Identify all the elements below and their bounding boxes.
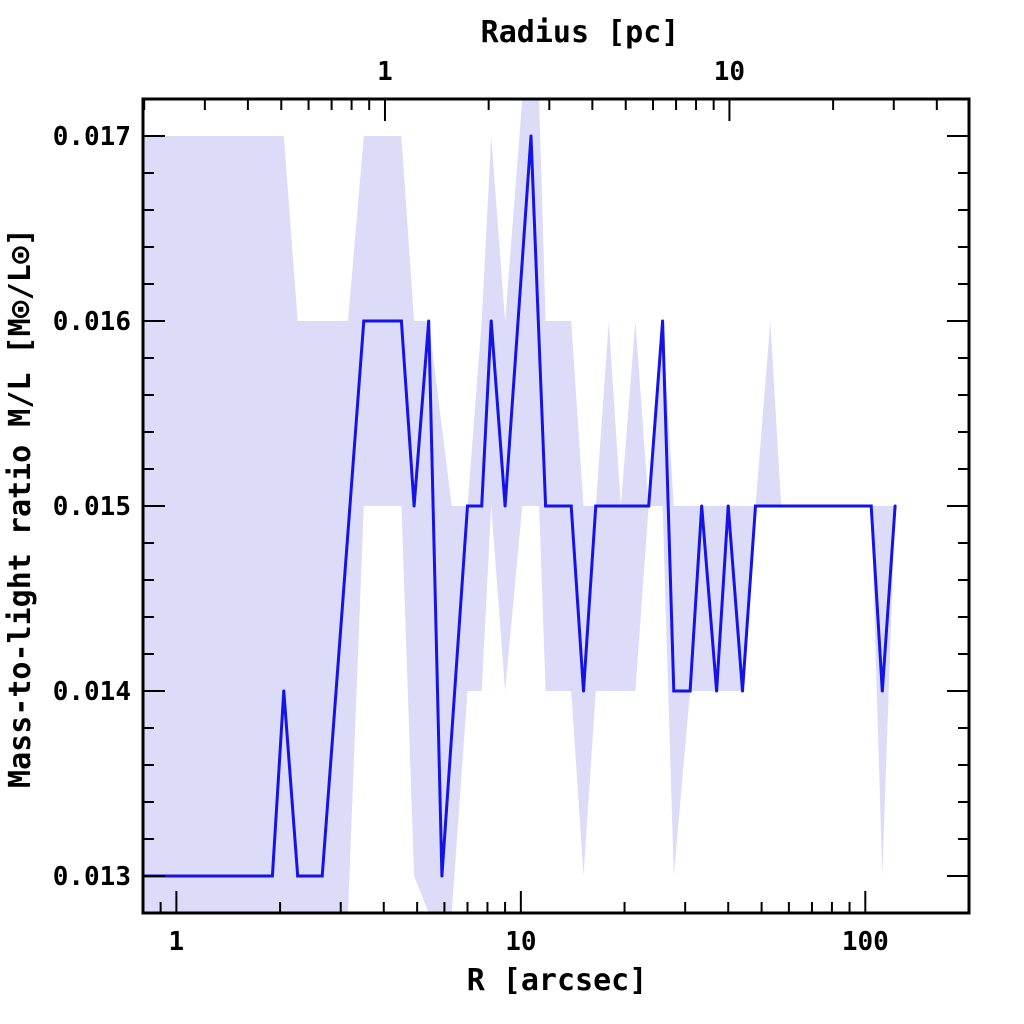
y-tick-label: 0.017 — [53, 122, 131, 152]
data-point — [688, 689, 692, 693]
data-point — [726, 504, 730, 508]
data-point — [594, 504, 598, 508]
data-point — [661, 319, 665, 323]
top-axis-label: Radius [pc] — [481, 15, 680, 50]
data-point — [715, 689, 719, 693]
x2-tick-label: 10 — [714, 57, 745, 87]
tick-label-layer: 1 10 100 1 10 0.013 0.014 0.015 0.016 0.017 — [53, 57, 889, 957]
x-tick-label: 1 — [169, 927, 185, 957]
data-point — [489, 319, 493, 323]
error-band-layer — [143, 99, 896, 913]
data-point — [320, 874, 324, 878]
y-tick-label: 0.016 — [53, 307, 131, 337]
data-point — [412, 504, 416, 508]
data-point — [582, 689, 585, 693]
data-point — [270, 874, 274, 878]
x-tick-label: 100 — [842, 927, 889, 957]
data-point — [466, 504, 469, 508]
data-point — [569, 504, 573, 508]
data-point — [672, 689, 676, 693]
data-point — [427, 319, 431, 323]
x2-tick-label: 1 — [377, 57, 393, 87]
series-line-layer — [141, 134, 897, 878]
data-point — [480, 504, 484, 508]
data-point — [880, 689, 884, 693]
data-point — [544, 504, 548, 508]
data-point — [754, 504, 757, 508]
data-point — [440, 874, 444, 878]
data-point — [362, 319, 366, 323]
data-point — [399, 319, 403, 323]
data-point — [741, 689, 744, 693]
data-point — [647, 504, 651, 508]
plot-frame — [141, 97, 971, 915]
data-point — [503, 504, 507, 508]
y-tick-label: 0.013 — [53, 862, 131, 892]
x-axis-label: R [arcsec] — [467, 963, 648, 998]
y-tick-label: 0.015 — [53, 492, 131, 522]
y-tick-label: 0.014 — [53, 677, 131, 707]
y-axis-label: Mass-to-light ratio M/L [M⊙/L⊙] — [3, 228, 38, 788]
error-band — [143, 99, 896, 913]
data-point — [296, 874, 300, 878]
data-point — [529, 134, 533, 138]
data-point — [869, 504, 873, 508]
x-tick-label: 10 — [505, 927, 536, 957]
data-point — [700, 504, 704, 508]
data-point — [893, 504, 897, 508]
data-point — [282, 689, 286, 693]
